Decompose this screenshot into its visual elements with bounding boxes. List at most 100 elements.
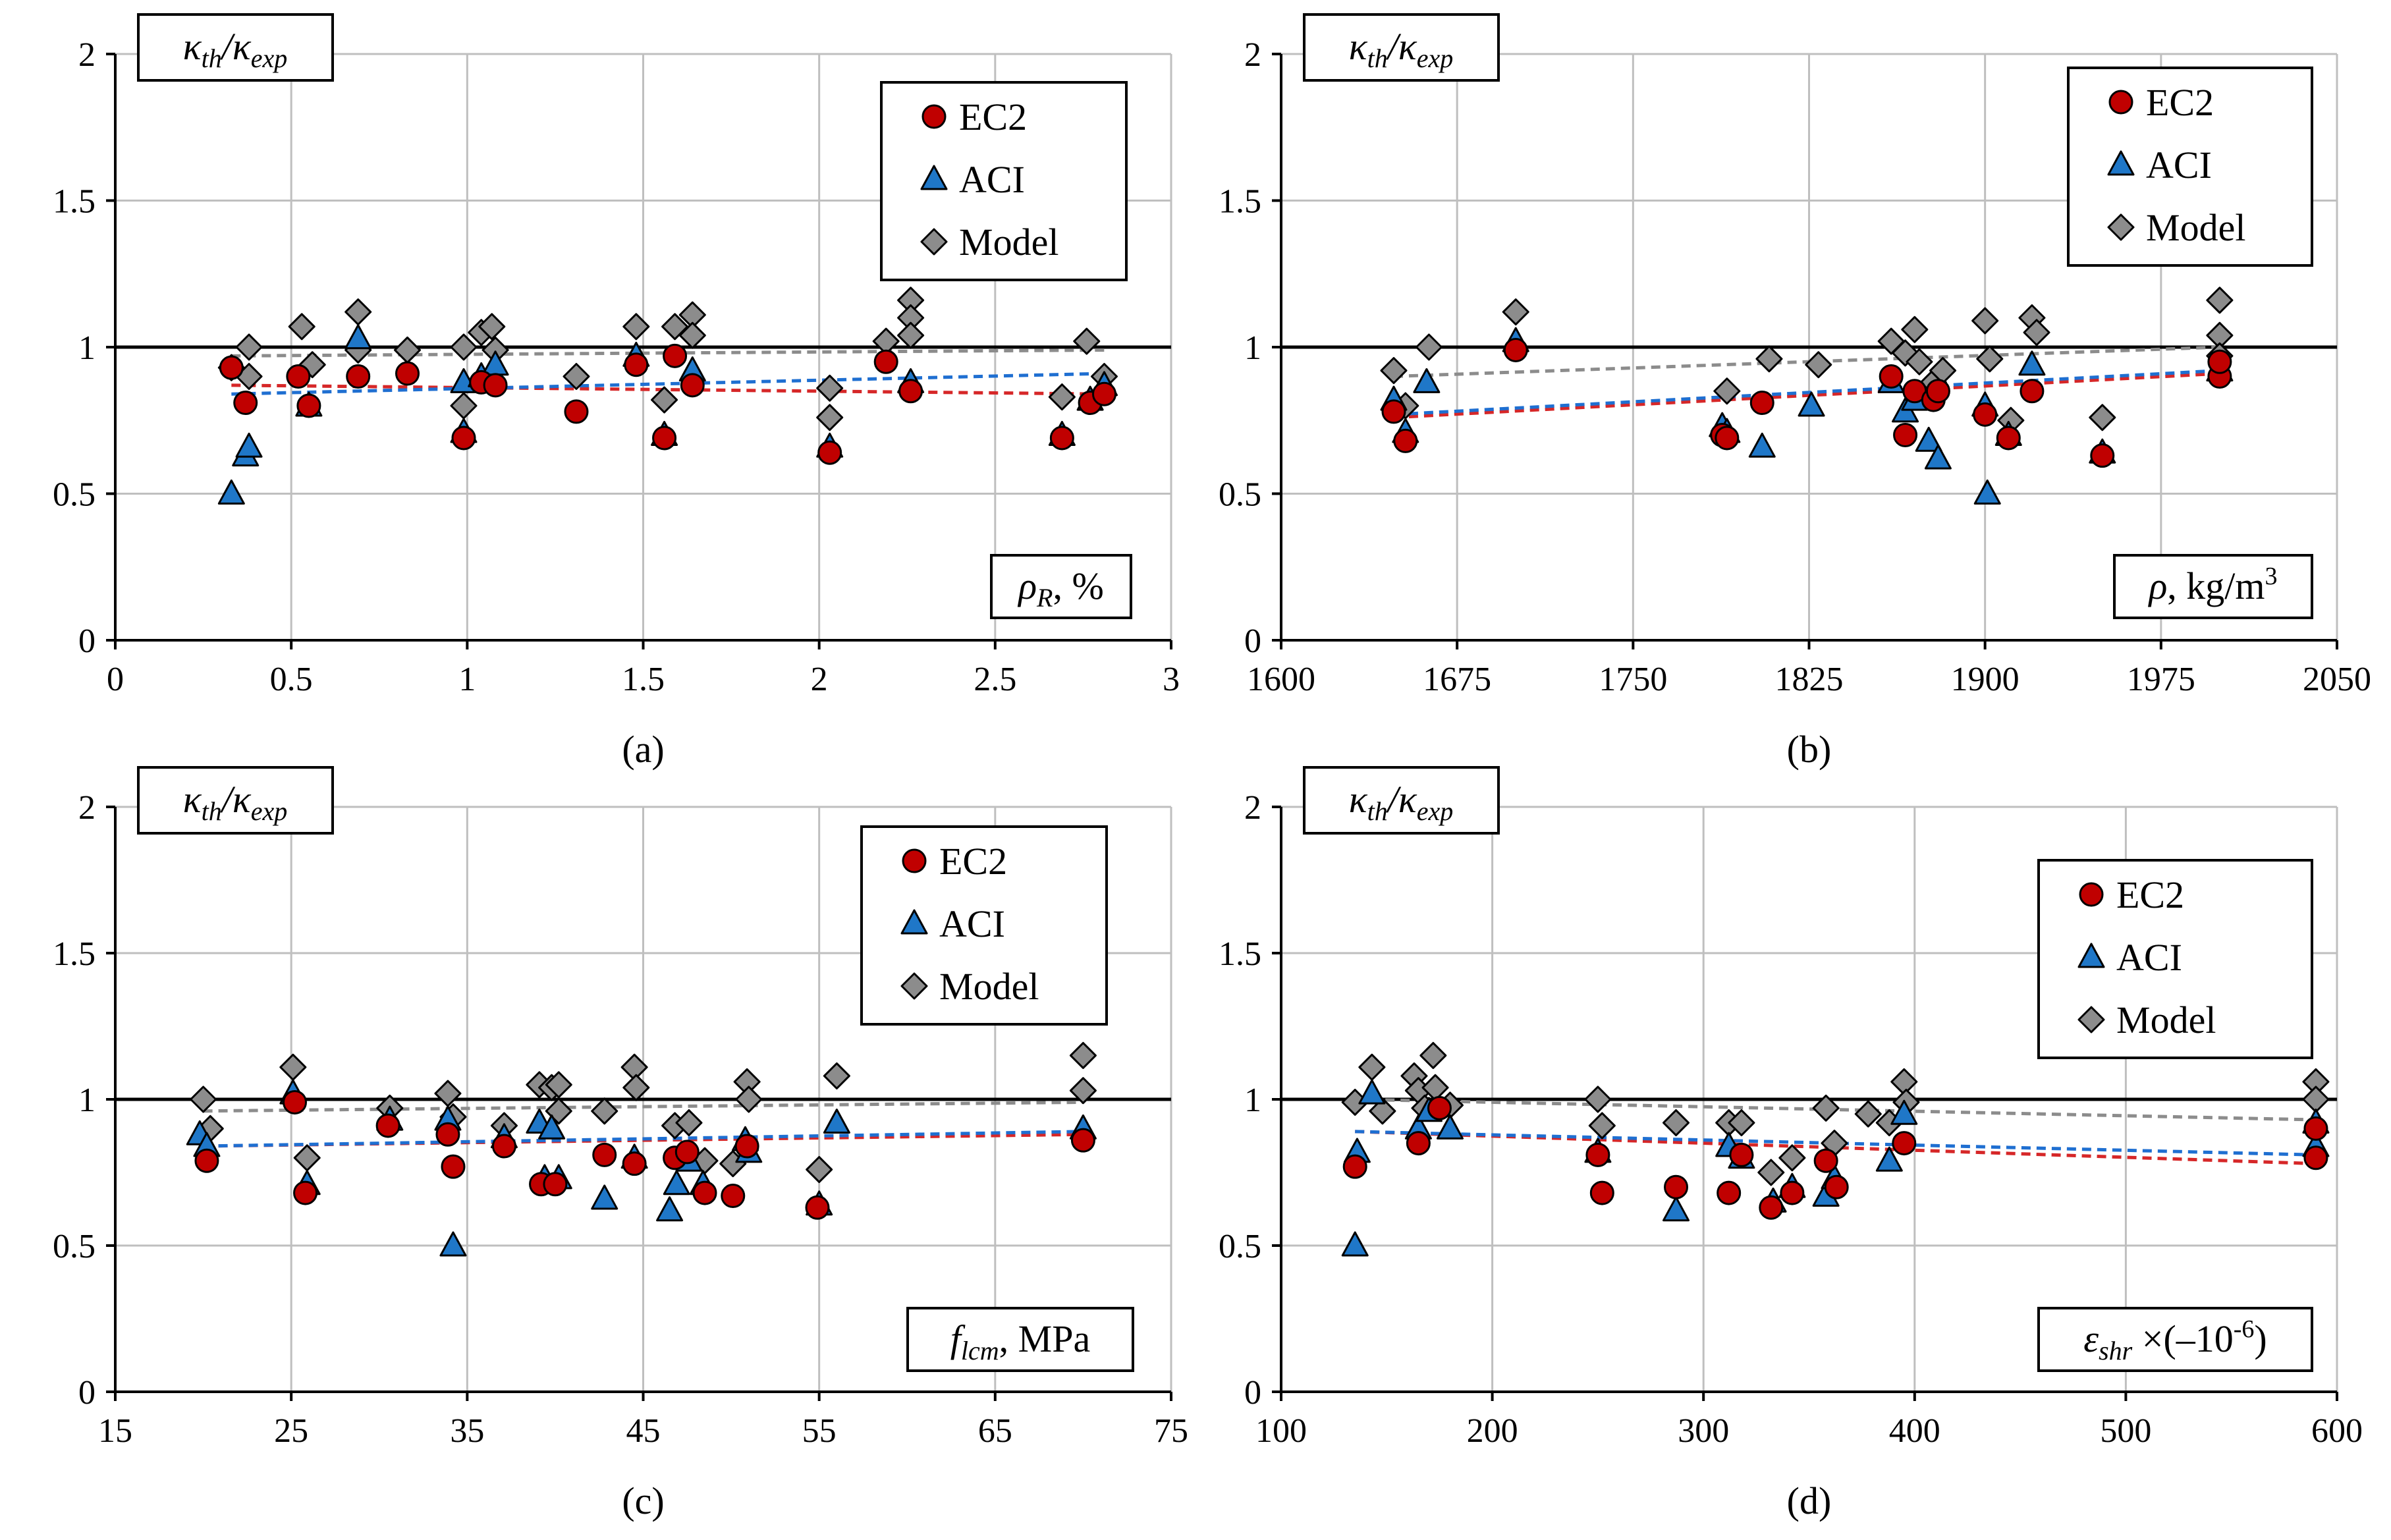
y-axis-title: κth/κexp xyxy=(1303,766,1500,835)
x-axis-title-text: εshr ×(–10-6) xyxy=(2083,1315,2267,1365)
y-label-sub-exp: exp xyxy=(1417,43,1454,73)
series-ec2 xyxy=(219,343,1116,465)
y-axis-title-box xyxy=(1303,766,1500,835)
y-tick-label: 1.5 xyxy=(1219,935,1261,973)
data-point-ec2 xyxy=(1780,1180,1805,1205)
data-point-ec2 xyxy=(543,1172,568,1197)
trendline-ec2 xyxy=(1393,371,2220,420)
y-tick-label: 2 xyxy=(78,789,96,827)
trendline-aci xyxy=(231,371,1105,396)
data-point-ec2 xyxy=(283,1089,308,1114)
y-tick-label: 1 xyxy=(78,329,96,367)
y-label-symbol: κ xyxy=(183,25,202,68)
data-point-aci xyxy=(1436,1114,1464,1140)
data-point-ec2 xyxy=(674,1140,700,1165)
legend-label-ec2: EC2 xyxy=(2146,81,2214,124)
data-point-model xyxy=(1369,1097,1396,1125)
x-axis-title: ρR, % xyxy=(990,554,1132,619)
data-point-aci xyxy=(344,324,372,350)
data-point-ec2 xyxy=(1381,399,1406,424)
data-point-model xyxy=(622,1074,650,1101)
data-point-model xyxy=(1812,1094,1840,1122)
legend: EC2 ACI Model xyxy=(2067,67,2313,267)
data-point-ec2 xyxy=(1585,1142,1610,1167)
data-point-aci xyxy=(823,1109,850,1134)
trendline-model xyxy=(1393,345,2220,378)
data-point-model xyxy=(622,313,650,341)
x-tick-label: 400 xyxy=(1889,1412,1940,1450)
data-point-model xyxy=(823,1062,850,1089)
trendline-model xyxy=(203,1100,1084,1113)
data-point-model xyxy=(1713,377,1741,405)
data-point-ec2 xyxy=(483,373,508,398)
y-tick-label: 0 xyxy=(1244,1374,1261,1412)
data-point-ec2 xyxy=(296,393,321,418)
data-point-aci xyxy=(1413,368,1441,393)
x-tick-label: 300 xyxy=(1678,1412,1729,1450)
data-point-model xyxy=(816,374,844,402)
data-point-model xyxy=(1588,1112,1616,1140)
x-tick-label: 0 xyxy=(107,661,124,698)
y-label-symbol: κ xyxy=(1349,25,1368,68)
data-point-model xyxy=(1358,1053,1386,1081)
y-label-sub-th: th xyxy=(1367,43,1388,73)
x-tick-label: 500 xyxy=(2100,1412,2151,1450)
y-label-sub-th: th xyxy=(202,43,222,73)
x-label-subscript: R xyxy=(1036,583,1053,613)
data-point-model xyxy=(1757,1159,1785,1186)
y-axis-title-text: κth/κexp xyxy=(183,778,287,826)
x-tick-label: 0.5 xyxy=(270,661,313,698)
legend-marker-ec2 xyxy=(921,104,947,129)
data-point-aci xyxy=(2018,350,2046,376)
data-point-model xyxy=(1728,1109,1755,1137)
data-point-model xyxy=(735,1086,763,1113)
legend-marker-ec2 xyxy=(902,848,927,873)
x-tick-label: 55 xyxy=(802,1412,837,1450)
legend-marker-aci xyxy=(900,909,928,935)
data-point-model xyxy=(1854,1100,1882,1128)
legend-label-aci: ACI xyxy=(2116,936,2182,979)
x-label-subscript: shr xyxy=(2099,1336,2133,1365)
data-point-ec2 xyxy=(1813,1148,1838,1173)
data-point-ec2 xyxy=(1879,364,1904,389)
data-point-ec2 xyxy=(2020,379,2045,404)
x-axis-title-text: ρ, kg/m3 xyxy=(2147,563,2277,607)
data-point-ec2 xyxy=(441,1154,466,1179)
data-point-model xyxy=(478,313,506,341)
x-label-subscript: lcm xyxy=(961,1336,999,1365)
x-tick-label: 75 xyxy=(1154,1412,1188,1450)
data-point-ec2 xyxy=(1892,1131,1917,1156)
data-point-model xyxy=(1069,1041,1097,1069)
data-point-model xyxy=(1901,316,1929,343)
x-tick-label: 1825 xyxy=(1775,661,1844,698)
data-point-aci xyxy=(1358,1079,1386,1105)
data-point-ec2 xyxy=(233,391,258,416)
trendline-model xyxy=(1355,1097,2316,1122)
data-point-ec2 xyxy=(1893,423,1918,447)
data-point-ec2 xyxy=(1427,1095,1452,1120)
legend-marker-ec2 xyxy=(2079,882,2104,907)
data-point-model xyxy=(2206,287,2234,314)
data-point-model xyxy=(1415,333,1443,361)
data-point-model xyxy=(1380,357,1408,385)
data-point-ec2 xyxy=(1925,379,1950,404)
data-point-ec2 xyxy=(286,364,311,389)
data-point-ec2 xyxy=(1091,381,1116,406)
y-axis-title-box xyxy=(1303,13,1500,82)
data-point-ec2 xyxy=(1824,1174,1849,1199)
data-point-model xyxy=(651,386,678,414)
y-axis-title: κth/κexp xyxy=(1303,13,1500,82)
data-point-ec2 xyxy=(395,361,420,386)
x-axis-title: flcm, MPa xyxy=(906,1307,1134,1372)
x-label-symbol: ε xyxy=(2083,1317,2099,1360)
data-point-ec2 xyxy=(2303,1145,2328,1170)
data-point-model xyxy=(235,333,263,361)
data-point-ec2 xyxy=(2090,443,2115,468)
data-point-ec2 xyxy=(1715,426,1740,451)
data-point-ec2 xyxy=(194,1148,219,1173)
data-point-model xyxy=(279,1053,307,1081)
data-point-model xyxy=(1663,1109,1690,1137)
y-tick-label: 1 xyxy=(78,1082,96,1119)
data-point-model xyxy=(288,313,316,341)
x-tick-label: 2.5 xyxy=(974,661,1016,698)
